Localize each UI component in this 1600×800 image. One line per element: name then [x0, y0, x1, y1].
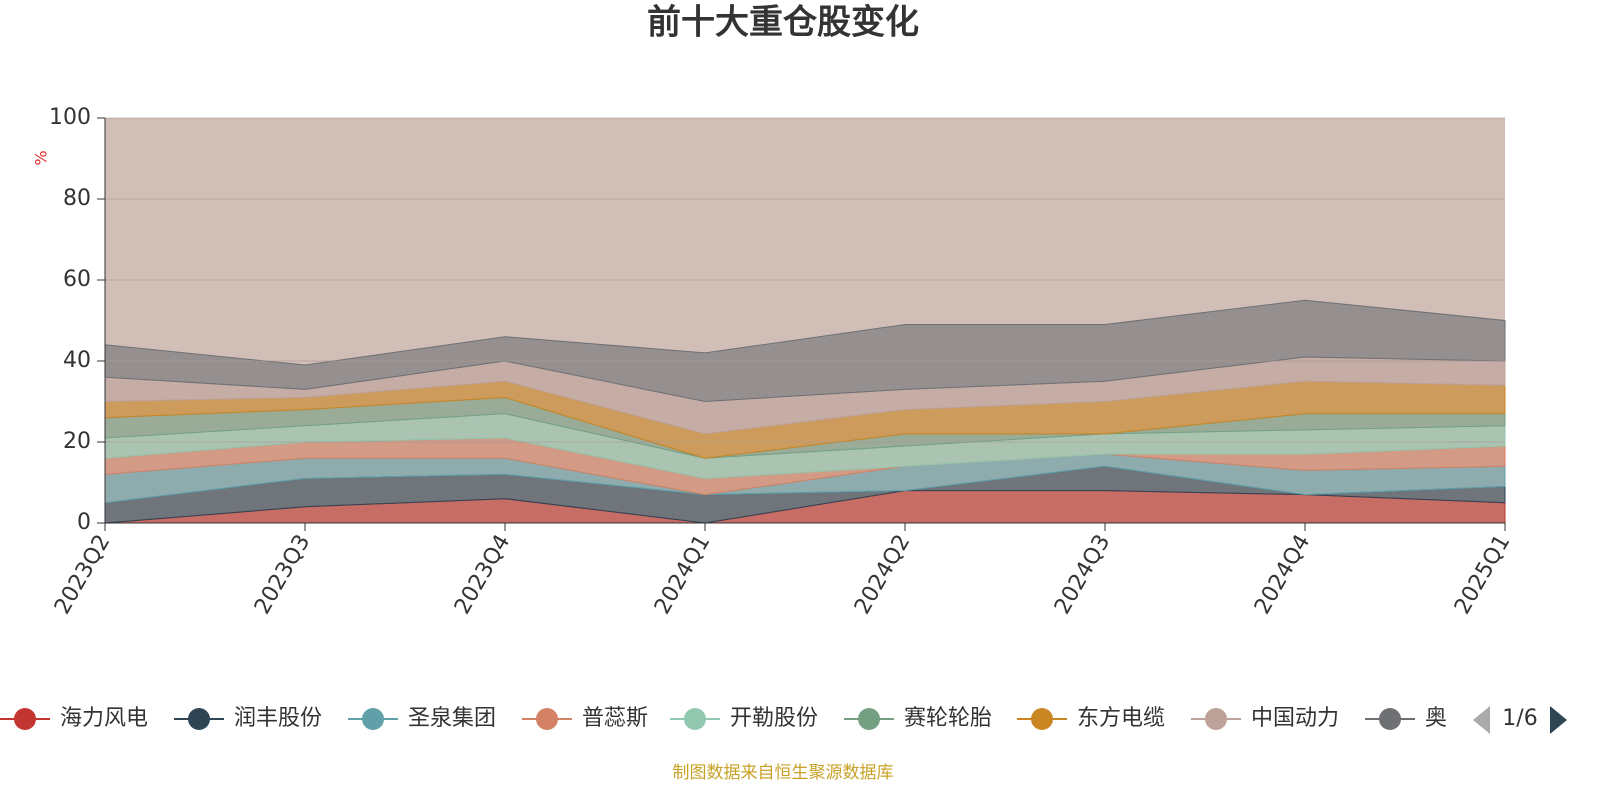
x-tick-label: 2023Q2: [50, 531, 115, 619]
legend-marker: [1205, 708, 1227, 730]
legend-label[interactable]: 开勒股份: [730, 706, 818, 731]
x-tick-label: 2023Q3: [250, 531, 315, 619]
legend-marker: [188, 708, 210, 730]
legend-label[interactable]: 润丰股份: [234, 706, 322, 731]
legend-label[interactable]: 海力风电: [60, 706, 148, 731]
y-tick-label: 0: [77, 510, 91, 535]
legend-label[interactable]: 圣泉集团: [408, 706, 496, 731]
x-tick-label: 2024Q4: [1250, 531, 1315, 619]
y-tick-label: 20: [63, 429, 91, 454]
y-tick-label: 40: [63, 348, 91, 373]
legend-marker: [858, 708, 880, 730]
y-tick-label: 100: [49, 105, 91, 130]
x-tick-label: 2024Q2: [850, 531, 915, 619]
legend-label[interactable]: 东方电缆: [1077, 706, 1165, 731]
y-axis-label: %: [32, 150, 51, 165]
x-tick-label: 2023Q4: [450, 531, 515, 619]
legend-marker: [1379, 708, 1401, 730]
x-tick-label: 2024Q1: [650, 531, 715, 619]
legend-marker: [684, 708, 706, 730]
chart-title: 前十大重仓股变化: [647, 3, 919, 43]
source-note: 制图数据来自恒生聚源数据库: [673, 763, 894, 783]
legend-page: 1/6: [1502, 706, 1537, 731]
x-tick-label: 2025Q1: [1450, 531, 1515, 619]
legend-next[interactable]: [1550, 706, 1567, 734]
x-tick-label: 2024Q3: [1050, 531, 1115, 619]
legend: 海力风电 润丰股份 圣泉集团 普蕊斯 开勒股份 赛轮轮胎 东方电缆 中国动力 奥: [0, 706, 1447, 731]
legend-label[interactable]: 奥: [1425, 706, 1447, 731]
y-tick-label: 60: [63, 267, 91, 292]
legend-marker: [14, 708, 36, 730]
legend-marker: [536, 708, 558, 730]
legend-label[interactable]: 赛轮轮胎: [904, 706, 992, 731]
legend-marker: [362, 708, 384, 730]
legend-marker: [1031, 708, 1053, 730]
legend-prev[interactable]: [1473, 706, 1490, 734]
legend-label[interactable]: 中国动力: [1251, 706, 1339, 731]
y-tick-label: 80: [63, 186, 91, 211]
areas: [104, 299, 1506, 524]
legend-label[interactable]: 普蕊斯: [582, 706, 648, 731]
